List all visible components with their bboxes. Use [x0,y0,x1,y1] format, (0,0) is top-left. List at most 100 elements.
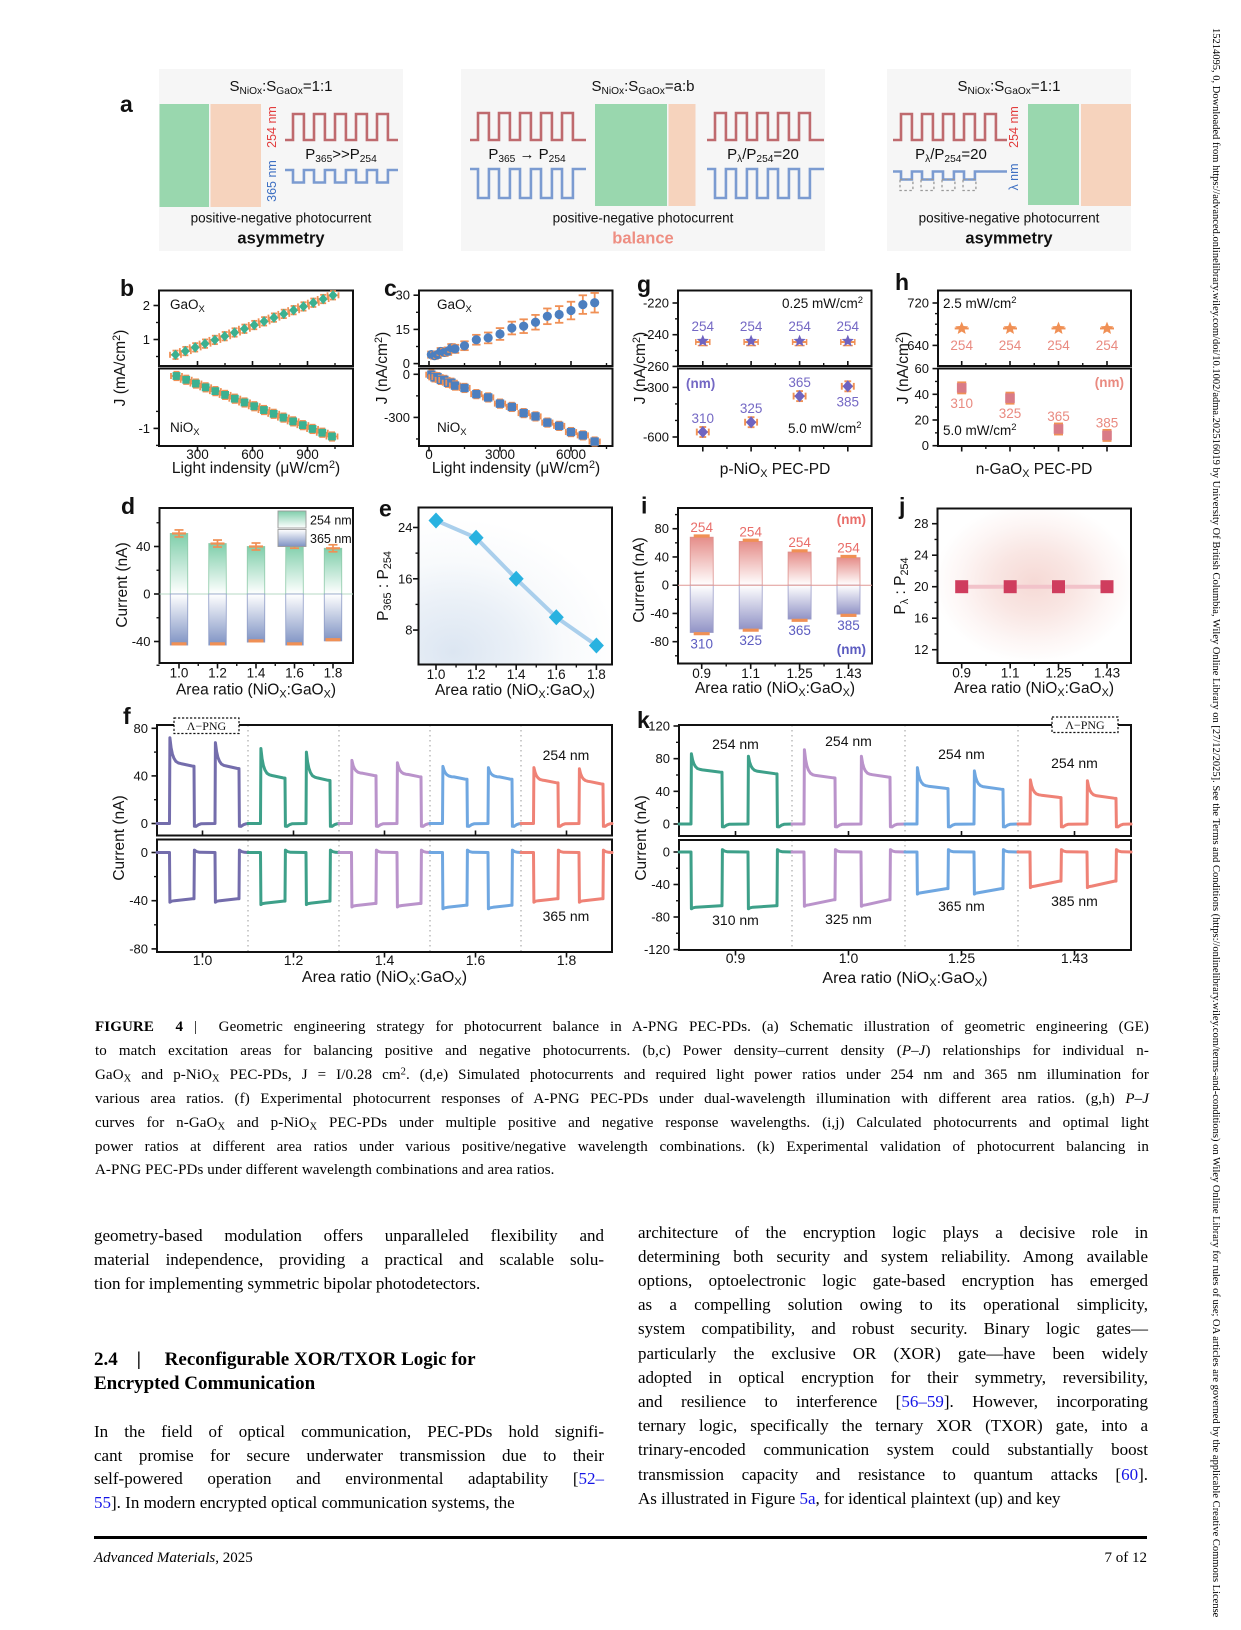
svg-text:1.8: 1.8 [587,667,606,682]
svg-text:385: 385 [1096,415,1119,430]
svg-text:j: j [898,493,905,519]
svg-text:J (mA/cm2): J (mA/cm2) [111,330,129,407]
svg-text:p-NiOX PEC-PD: p-NiOX PEC-PD [720,461,831,480]
svg-text:254 nm: 254 nm [938,746,985,762]
svg-text:1.43: 1.43 [1094,666,1120,681]
svg-text:1.6: 1.6 [547,667,566,682]
svg-text:2.5 mW/cm2: 2.5 mW/cm2 [943,295,1017,311]
svg-text:Area ratio (NiOX:GaOX): Area ratio (NiOX:GaOX) [822,970,987,989]
svg-text:1.25: 1.25 [786,666,812,681]
svg-text:-1: -1 [138,421,150,436]
svg-text:e: e [379,496,392,522]
svg-text:GaOX: GaOX [170,297,206,315]
svg-text:600: 600 [241,447,264,462]
svg-text:-600: -600 [643,429,669,444]
svg-text:254: 254 [837,541,860,556]
svg-text:40: 40 [136,539,150,554]
svg-text:254 nm: 254 nm [825,733,872,749]
svg-text:16: 16 [398,571,412,586]
svg-text:254: 254 [1096,338,1119,353]
svg-text:720: 720 [907,296,929,311]
svg-text:0: 0 [141,816,148,831]
svg-text:1.1: 1.1 [741,666,760,681]
svg-text:Area ratio (NiOX:GaOX): Area ratio (NiOX:GaOX) [176,682,336,701]
svg-text:c: c [384,275,397,301]
svg-text:positive-negative photocurrent: positive-negative photocurrent [191,211,372,226]
svg-text:balance: balance [612,230,673,248]
svg-text:-260: -260 [643,359,669,374]
svg-text:i: i [641,493,647,519]
svg-text:310 nm: 310 nm [712,912,759,928]
svg-text:a: a [120,91,133,117]
svg-text:b: b [120,275,134,301]
svg-text:0.9: 0.9 [692,666,711,681]
svg-text:NiOX: NiOX [170,420,200,438]
svg-text:60: 60 [915,361,929,376]
svg-text:325 nm: 325 nm [825,911,872,927]
svg-text:-300: -300 [643,380,669,395]
svg-text:SNiOx:SGaOx=1:1: SNiOx:SGaOx=1:1 [957,78,1060,97]
svg-text:P365>>P254: P365>>P254 [305,146,377,165]
svg-text:385 nm: 385 nm [1051,893,1098,909]
svg-text:Current (nA): Current (nA) [114,542,131,627]
svg-text:3000: 3000 [485,447,515,462]
svg-text:6000: 6000 [556,447,586,462]
svg-text:310: 310 [950,396,973,411]
svg-text:Area ratio (NiOX:GaOX): Area ratio (NiOX:GaOX) [435,682,595,701]
svg-text:0: 0 [663,817,670,832]
svg-text:-240: -240 [643,327,669,342]
svg-text:254 nm: 254 nm [543,747,590,763]
svg-text:40: 40 [655,549,669,564]
svg-text:385: 385 [837,618,860,633]
svg-text:1.4: 1.4 [507,667,526,682]
svg-text:1.25: 1.25 [1045,666,1071,681]
svg-text:Λ−PNG: Λ−PNG [187,719,227,733]
svg-text:254: 254 [740,319,763,334]
svg-text:254: 254 [788,535,811,550]
svg-text:Pλ/P254=20: Pλ/P254=20 [915,146,987,165]
svg-text:1.43: 1.43 [835,666,861,681]
svg-text:1.0: 1.0 [193,952,213,968]
svg-text:n-GaOX PEC-PD: n-GaOX PEC-PD [976,461,1093,480]
svg-text:1.8: 1.8 [557,952,577,968]
svg-text:-40: -40 [132,634,151,649]
svg-text:20: 20 [914,579,928,594]
svg-text:254: 254 [837,319,860,334]
svg-text:1.2: 1.2 [284,952,304,968]
svg-text:k: k [637,707,650,733]
svg-text:Current (nA): Current (nA) [633,795,650,880]
svg-text:40: 40 [134,768,148,783]
svg-text:0.9: 0.9 [726,950,746,966]
svg-text:(nm): (nm) [837,642,866,657]
svg-text:Λ−PNG: Λ−PNG [1065,718,1105,732]
svg-text:J (nA/cm2): J (nA/cm2) [894,332,912,404]
svg-text:P365 → P254: P365 → P254 [488,146,566,165]
svg-text:325: 325 [740,401,763,416]
svg-text:1.6: 1.6 [466,952,486,968]
svg-text:365: 365 [788,623,811,638]
svg-text:365 nm: 365 nm [543,908,590,924]
svg-text:254: 254 [1047,338,1070,353]
svg-text:λ nm: λ nm [1007,163,1021,190]
svg-text:0: 0 [663,845,670,860]
svg-text:365: 365 [788,375,811,390]
svg-text:Current (nA): Current (nA) [111,795,128,880]
svg-text:-80: -80 [651,910,670,925]
svg-text:1.0: 1.0 [839,950,859,966]
svg-text:-80: -80 [650,634,669,649]
svg-text:SNiOx:SGaOx=a:b: SNiOx:SGaOx=a:b [591,78,694,97]
svg-text:365 nm: 365 nm [265,160,279,202]
svg-text:Current (nA): Current (nA) [631,537,648,622]
svg-text:1.2: 1.2 [467,667,486,682]
svg-text:254 nm: 254 nm [712,736,759,752]
svg-text:15: 15 [396,322,410,337]
svg-text:254: 254 [739,524,762,539]
svg-text:(nm): (nm) [837,512,866,527]
svg-text:254: 254 [788,319,811,334]
svg-text:Light indensity (μW/cm2): Light indensity (μW/cm2) [172,459,340,477]
svg-text:24: 24 [914,548,928,563]
svg-text:5.0 mW/cm2: 5.0 mW/cm2 [943,422,1017,438]
svg-text:-40: -40 [651,877,670,892]
svg-text:16: 16 [914,611,928,626]
svg-text:1.6: 1.6 [285,666,304,681]
